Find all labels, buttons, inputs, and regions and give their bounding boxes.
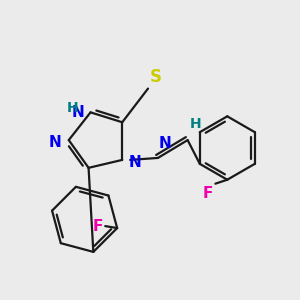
Text: F: F [93,219,103,234]
Text: N: N [159,136,172,151]
Text: H: H [67,101,79,116]
Text: N: N [72,105,85,120]
Text: F: F [203,186,213,201]
Text: S: S [150,68,162,85]
Text: N: N [49,135,62,150]
Text: N: N [128,155,141,170]
Text: H: H [190,117,201,131]
